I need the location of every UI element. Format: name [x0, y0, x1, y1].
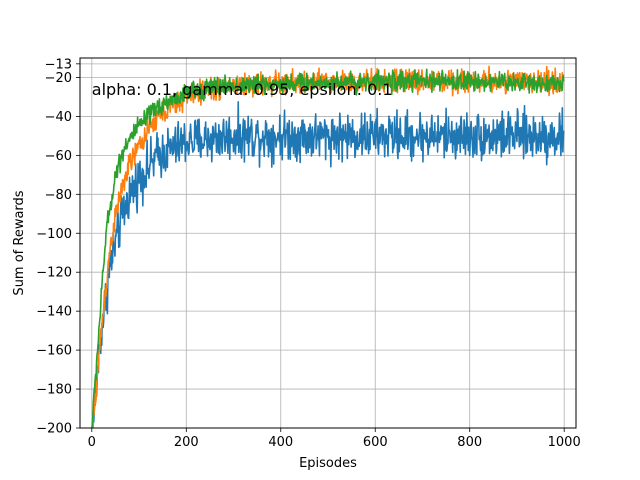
x-tick-label: 200: [174, 435, 199, 450]
parameters-annotation: alpha: 0.1, gamma: 0.95, epsilon: 0.1: [92, 80, 393, 99]
y-tick-label: −80: [45, 188, 72, 203]
y-tick-label: −60: [45, 149, 72, 164]
series-green-line: [91, 68, 565, 428]
x-tick-label: 400: [268, 435, 293, 450]
y-axis-label: Sum of Rewards: [12, 190, 27, 295]
x-tick-label: 1000: [548, 435, 581, 450]
y-tick-label: −20: [45, 71, 72, 86]
y-tick-label: −140: [36, 305, 72, 320]
x-tick-label: 0: [88, 435, 96, 450]
x-tick-label: 600: [363, 435, 388, 450]
x-axis-label: Episodes: [299, 456, 357, 471]
series-blue-line: [92, 101, 565, 428]
y-tick-label: −100: [36, 227, 72, 242]
axes-frame: [79, 57, 577, 429]
y-tick-label: −13: [45, 57, 72, 72]
plot-area: [91, 65, 565, 428]
y-tick-label: −120: [36, 266, 72, 281]
y-tick-label: −40: [45, 110, 72, 125]
y-axis: −13−20 −40 −60 −80 −100 −120 −140 −160 −180 −200: [36, 57, 80, 437]
y-tick-label: −200: [36, 422, 72, 437]
x-axis: 0 200 400 600 800 1000: [88, 428, 581, 450]
x-tick-label: 800: [457, 435, 482, 450]
y-tick-label: −180: [36, 383, 72, 398]
y-tick-label: −160: [36, 344, 72, 359]
